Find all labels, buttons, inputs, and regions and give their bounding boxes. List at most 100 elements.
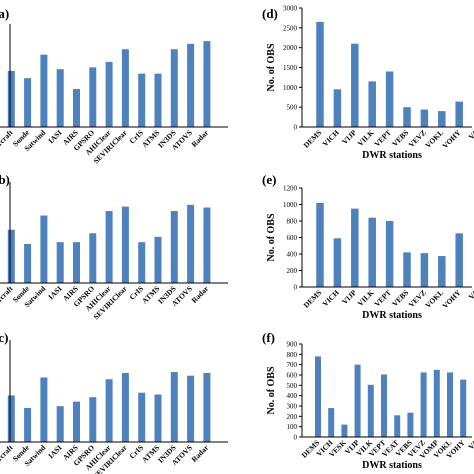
category-label: VEBS: [390, 288, 410, 308]
bar-f-8: [407, 412, 414, 437]
bar-b-9: [121, 206, 129, 283]
bar-f-7: [394, 415, 401, 437]
bar-f-1: [315, 356, 321, 437]
category-label: VOHY: [440, 128, 463, 151]
bar-e-9: [455, 233, 463, 287]
bar-a-4: [40, 54, 48, 127]
x-axis-title: DWR stations: [362, 460, 422, 471]
y-tick-label: 0: [294, 434, 298, 442]
y-tick-label: 3000: [283, 5, 298, 13]
y-tick-label: 400: [287, 392, 298, 400]
bar-c-9: [121, 373, 129, 442]
bar-c-6: [73, 401, 80, 442]
bar-a-2: [7, 70, 15, 127]
y-tick-label: 800: [287, 351, 298, 359]
bar-b-6: [73, 242, 80, 283]
bar-a-9: [121, 49, 129, 128]
bar-e-7: [420, 253, 429, 287]
panel-label: (f): [262, 330, 275, 345]
bar-c-11: [154, 394, 162, 442]
y-axis-title: No. of OBS: [266, 213, 277, 262]
panel-label: (b): [0, 172, 10, 187]
category-label: Radar: [190, 284, 211, 305]
category-label: Radar: [190, 128, 211, 149]
bar-d-2: [333, 89, 342, 127]
bar-e-1: [316, 202, 324, 287]
y-tick-label: 900: [287, 341, 298, 349]
category-label: VILK: [356, 288, 376, 308]
panel-label: (a): [0, 6, 9, 21]
y-tick-label: 2000: [283, 44, 298, 52]
category-label: IASI: [46, 128, 63, 145]
bar-e-4: [368, 217, 376, 287]
category-label: VA: [467, 288, 474, 302]
bar-d-8: [438, 111, 446, 127]
category-label: IASI: [46, 284, 63, 301]
category-label: VIJP: [340, 288, 358, 306]
bar-b-12: [170, 211, 178, 283]
chart-panel-b: SatwindAircraftSondeSatwindIASIAIRSGPSRO…: [0, 172, 228, 321]
y-tick-label: 400: [287, 251, 298, 259]
bar-f-3: [341, 424, 348, 437]
y-tick-label: 0: [294, 284, 298, 292]
bar-b-2: [7, 229, 15, 283]
bar-f-9: [420, 372, 427, 437]
chart-panel-a: SatwindAircraftSondeSatwindIASIAIRSGPSRO…: [0, 6, 228, 165]
category-label: VILK: [356, 128, 376, 148]
bar-b-4: [40, 215, 48, 283]
panel-label: (d): [262, 6, 278, 21]
category-label: VIJP: [340, 128, 358, 146]
y-axis-title: No. of OBS: [266, 43, 277, 92]
category-label: VA: [466, 438, 474, 452]
category-label: DEMS: [302, 288, 324, 310]
bar-d-5: [385, 71, 394, 127]
bar-b-11: [154, 236, 162, 283]
bar-c-4: [40, 377, 48, 442]
bar-f-2: [328, 408, 335, 437]
bar-b-3: [24, 243, 32, 283]
y-tick-label: 1200: [283, 185, 298, 193]
bar-c-5: [56, 406, 64, 442]
category-label: VICH: [321, 288, 341, 308]
panel-label: (c): [0, 330, 8, 345]
category-label: VEBS: [390, 128, 410, 148]
y-tick-label: 800: [287, 218, 298, 226]
y-tick-label: 0: [294, 124, 298, 132]
bar-a-14: [203, 41, 211, 128]
x-axis-title: DWR stations: [362, 150, 422, 161]
bar-e-6: [403, 252, 411, 287]
category-label: VICH: [321, 128, 341, 148]
category-label: Radar: [190, 443, 211, 464]
bar-e-5: [385, 221, 394, 287]
bar-b-8: [105, 211, 113, 283]
bar-f-4: [354, 364, 361, 437]
category-label: VEPT: [372, 288, 393, 309]
bar-a-13: [187, 43, 195, 127]
bar-d-1: [316, 21, 324, 128]
bar-b-14: [203, 207, 211, 283]
bar-b-13: [187, 204, 195, 283]
bar-d-9: [455, 101, 463, 127]
bar-b-5: [56, 242, 64, 283]
bar-a-12: [170, 49, 178, 128]
bar-c-8: [105, 379, 113, 442]
bar-f-11: [447, 372, 453, 437]
y-tick-label: 500: [287, 104, 298, 112]
y-axis-title: No. of OBS: [266, 366, 277, 415]
bar-c-3: [24, 407, 32, 442]
y-tick-label: 1000: [283, 201, 298, 209]
bar-d-4: [368, 81, 376, 127]
y-tick-label: 200: [287, 413, 298, 421]
bar-f-5: [367, 384, 374, 437]
y-tick-label: 600: [287, 372, 298, 380]
chart-panel-c: SatwindAircraftSondeSatwindIASIAIRSGPSRO…: [0, 330, 228, 474]
y-tick-label: 300: [287, 403, 298, 411]
category-label: IASI: [46, 443, 63, 460]
bar-d-3: [351, 43, 359, 128]
bar-f-12: [460, 379, 467, 437]
category-label: VA: [467, 128, 474, 142]
bar-e-8: [438, 256, 446, 287]
bar-d-7: [420, 109, 429, 127]
